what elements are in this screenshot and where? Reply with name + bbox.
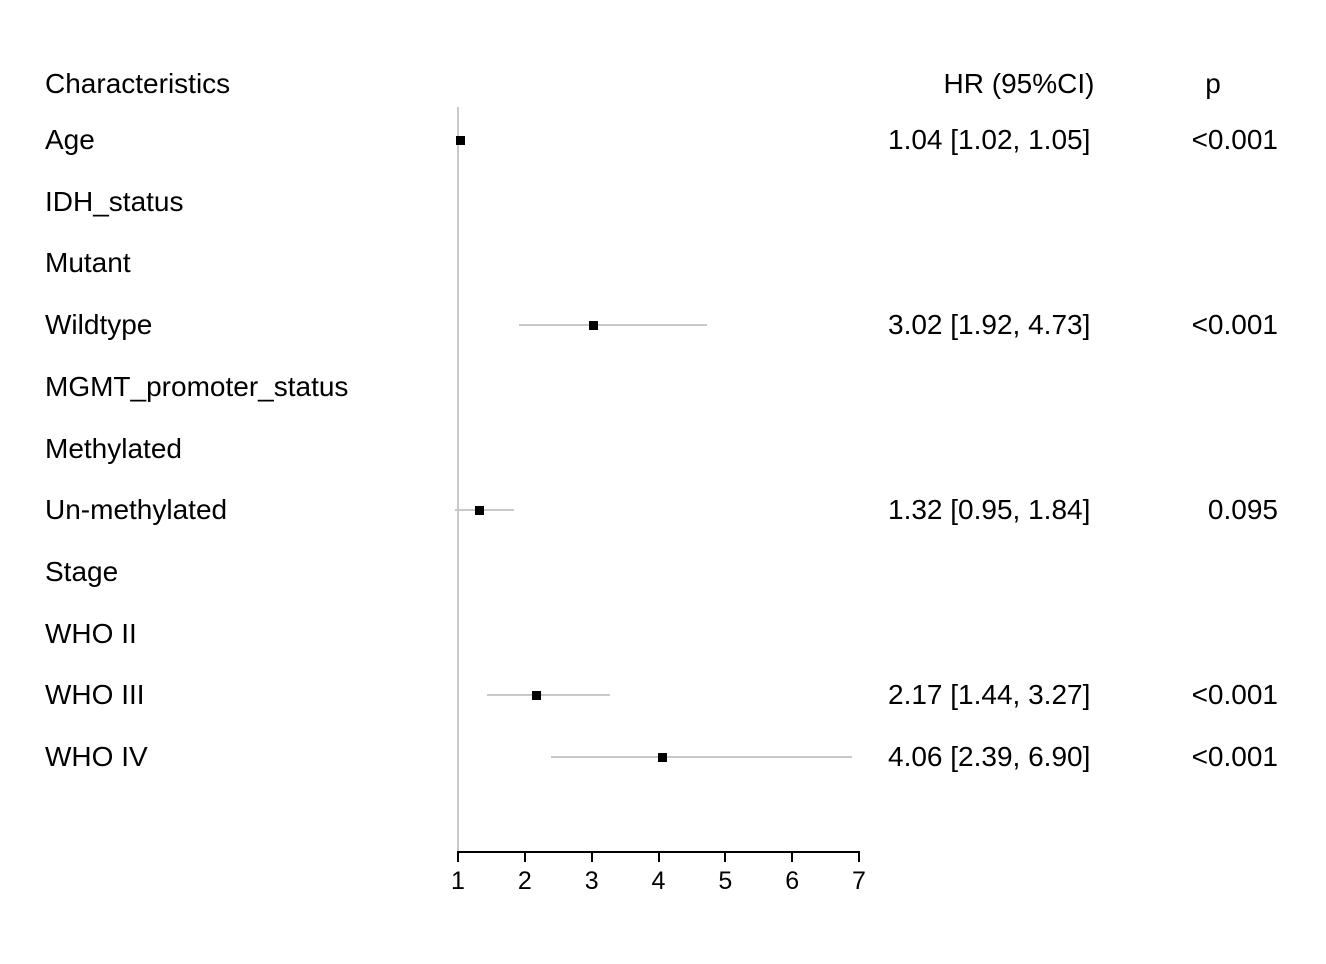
x-tick-label: 6 bbox=[785, 867, 800, 895]
x-tick bbox=[724, 851, 727, 862]
ci-line bbox=[550, 756, 853, 758]
x-tick bbox=[858, 851, 860, 862]
x-tick bbox=[457, 851, 459, 862]
x-tick-label: 5 bbox=[718, 867, 733, 895]
ci-line bbox=[454, 509, 515, 511]
row-hr-ci: 1.04 [1.02, 1.05] bbox=[888, 124, 1091, 155]
ci-line bbox=[519, 324, 708, 326]
x-tick-label: 2 bbox=[517, 867, 532, 895]
x-tick bbox=[657, 851, 660, 862]
row-label: WHO IV bbox=[45, 741, 148, 772]
hr-marker bbox=[474, 505, 484, 515]
hr-ci-header: HR (95%CI) bbox=[943, 68, 1095, 99]
x-tick bbox=[590, 851, 593, 862]
row-hr-ci: 2.17 [1.44, 3.27] bbox=[888, 679, 1091, 710]
x-tick bbox=[791, 851, 794, 862]
row-hr-ci: 1.32 [0.95, 1.84] bbox=[888, 494, 1091, 525]
row-label: WHO II bbox=[45, 618, 137, 649]
x-tick-label: 1 bbox=[451, 867, 465, 895]
row-label: IDH_status bbox=[45, 186, 184, 217]
row-p: <0.001 bbox=[1191, 124, 1278, 155]
row-label: Stage bbox=[45, 556, 119, 587]
hr-marker bbox=[456, 135, 466, 145]
reference-line bbox=[457, 107, 459, 853]
characteristics-header: Characteristics bbox=[45, 68, 231, 99]
row-hr-ci: 4.06 [2.39, 6.90] bbox=[888, 741, 1091, 772]
hr-marker bbox=[658, 752, 667, 762]
row-label: Mutant bbox=[45, 247, 131, 278]
row-label: Methylated bbox=[45, 433, 182, 464]
x-tick-label: 3 bbox=[584, 867, 599, 895]
x-tick bbox=[523, 851, 526, 862]
row-p: 0.095 bbox=[1207, 494, 1278, 525]
row-label: Age bbox=[45, 124, 95, 155]
row-hr-ci: 3.02 [1.92, 4.73] bbox=[888, 309, 1091, 340]
x-tick-label: 7 bbox=[852, 867, 866, 895]
row-label: WHO III bbox=[45, 679, 145, 710]
hr-marker bbox=[531, 690, 541, 700]
ci-line bbox=[487, 694, 610, 696]
row-p: <0.001 bbox=[1191, 741, 1278, 772]
row-label: MGMT_promoter_status bbox=[45, 371, 349, 402]
hr-marker bbox=[588, 320, 598, 330]
row-p: <0.001 bbox=[1191, 679, 1278, 710]
row-p: <0.001 bbox=[1191, 309, 1278, 340]
x-tick-label: 4 bbox=[651, 867, 666, 895]
row-label: Un-methylated bbox=[45, 494, 228, 525]
p-header: p bbox=[1205, 68, 1221, 99]
row-label: Wildtype bbox=[45, 309, 153, 340]
